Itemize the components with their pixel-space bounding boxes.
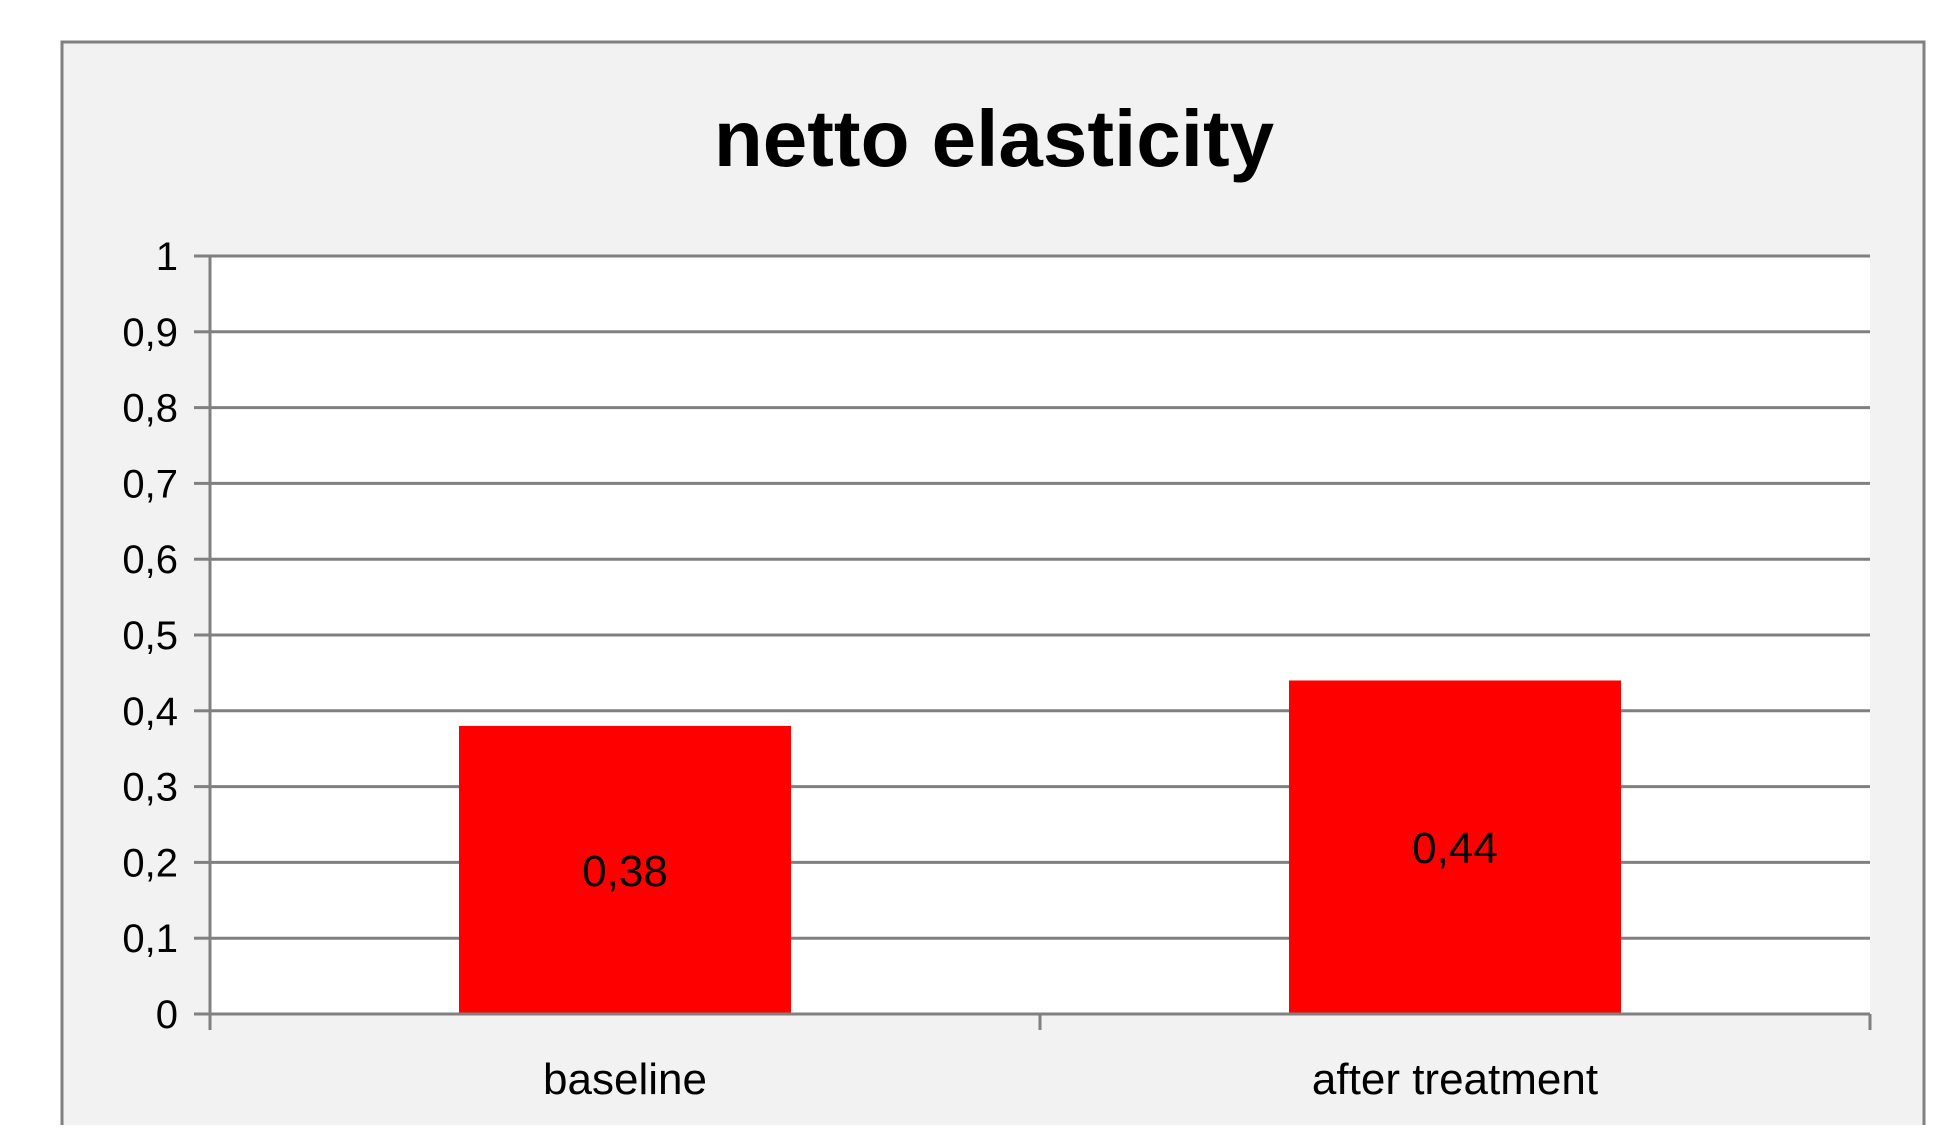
y-tick-label: 0,8 [122,387,178,431]
x-axis: baseline after treatment [208,1012,1872,1104]
x-category-label-0: baseline [543,1055,707,1104]
y-tick-label: 1 [156,235,178,279]
data-label-0: 0,38 [582,847,668,896]
y-tick-label: 0,1 [122,917,178,961]
y-tick-label: 0,4 [122,690,178,734]
bars [459,680,1621,1014]
y-tick-label: 0,9 [122,311,178,355]
y-tick-label: 0,2 [122,841,178,885]
y-tick-label: 0 [156,993,178,1037]
y-tick-label: 0,6 [122,538,178,582]
chart-title: netto elasticity [714,94,1275,183]
bar-1 [1289,680,1621,1014]
x-category-label-1: after treatment [1312,1055,1598,1104]
data-label-1: 0,44 [1412,824,1498,873]
y-tick-label: 0,7 [122,462,178,506]
data-labels: 0,38 0,44 [582,824,1498,896]
bar-0 [459,725,791,1014]
y-tick-label: 0,3 [122,766,178,810]
y-axis: 0 0,1 0,2 0,3 0,4 0,5 0,6 0,7 0,8 0,9 1 [122,235,212,1037]
y-tick-label: 0,5 [122,614,178,658]
